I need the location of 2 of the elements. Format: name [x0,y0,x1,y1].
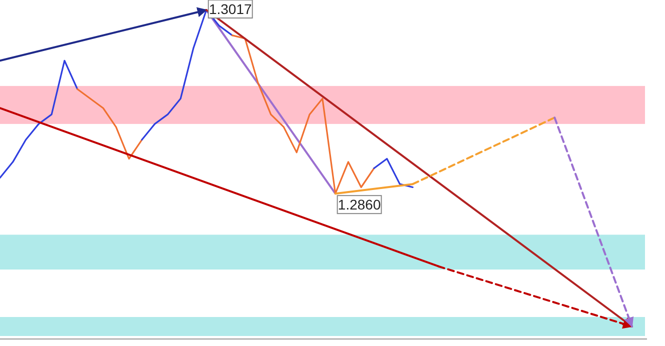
annotation: 1.2860 [338,196,381,213]
annotation: 1.3017 [208,1,252,17]
